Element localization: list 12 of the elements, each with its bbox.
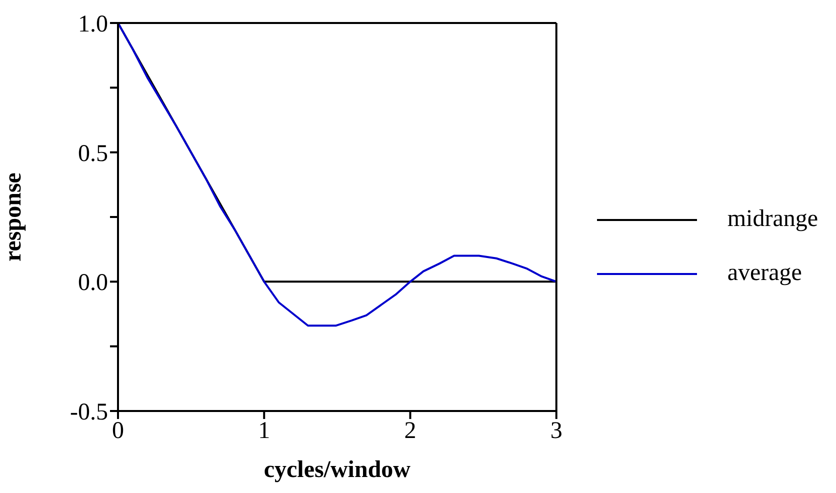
- x-tick-label: 3: [550, 418, 562, 444]
- x-tick-label: 0: [112, 418, 124, 444]
- y-tick-label: -0.5: [70, 400, 108, 426]
- y-tick-label: 0.0: [78, 270, 108, 296]
- legend-label: average: [727, 260, 802, 287]
- x-axis-title: cycles/window: [264, 457, 412, 483]
- y-tick-label: 0.5: [78, 140, 108, 167]
- legend-label: midrange: [727, 206, 818, 233]
- x-tick-label: 2: [404, 418, 416, 444]
- x-tick-label: 1: [258, 418, 270, 444]
- y-tick-label: 1.0: [78, 12, 108, 38]
- y-axis-title: response: [0, 172, 27, 262]
